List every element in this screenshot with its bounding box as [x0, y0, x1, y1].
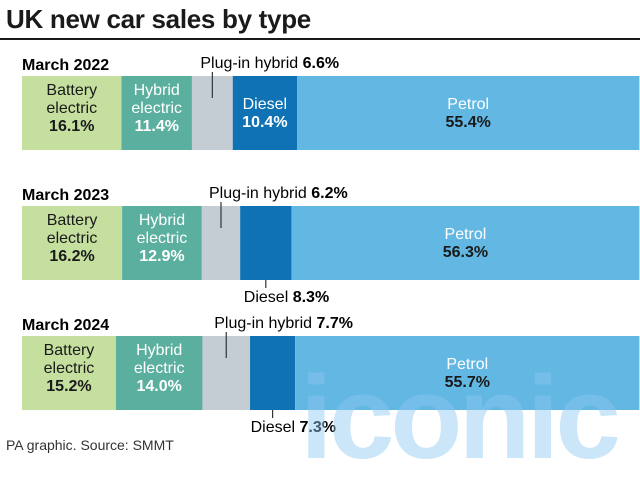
segment-label-petrol-march-2022: Petrol: [447, 96, 489, 113]
segment-label-hybrid-electric-march-2024: electric: [134, 360, 185, 377]
bar-segment-diesel-march-2023: [240, 206, 292, 280]
segment-value-battery-electric-march-2023: 16.2%: [49, 248, 94, 265]
segment-label-hybrid-electric-march-2022: electric: [131, 100, 182, 117]
segment-value-battery-electric-march-2022: 16.1%: [49, 118, 94, 135]
bar-segment-hybrid-electric-march-2023: [122, 206, 202, 280]
bar-segment-diesel-march-2024: [250, 336, 296, 410]
bar-segment-battery-electric-march-2023: [22, 206, 123, 280]
title-rule: [0, 38, 640, 40]
segment-label-petrol-march-2023: Petrol: [445, 226, 487, 243]
source-note: PA graphic. Source: SMMT: [6, 437, 174, 453]
segment-label-hybrid-electric-march-2023: Hybrid: [139, 212, 185, 229]
segment-value-petrol-march-2022: 55.4%: [446, 114, 491, 131]
segment-label-battery-electric-march-2022: electric: [46, 100, 97, 117]
segment-value-hybrid-electric-march-2022: 11.4%: [134, 118, 178, 135]
callout-plug-in-hybrid-march-2022: Plug-in hybrid 6.6%: [200, 55, 339, 72]
callout-plug-in-hybrid-march-2023: Plug-in hybrid 6.2%: [209, 185, 348, 202]
category-label-march-2024: March 2024: [22, 317, 109, 334]
segment-label-battery-electric-march-2023: electric: [47, 230, 98, 247]
bar-segment-petrol-march-2023: [291, 206, 640, 280]
bar-segment-diesel-march-2022: [232, 76, 298, 150]
category-label-march-2022: March 2022: [22, 57, 109, 74]
bar-segment-petrol-march-2022: [297, 76, 640, 150]
callout-diesel-march-2024: Diesel 7.3%: [251, 419, 336, 436]
segment-label-diesel-march-2022: Diesel: [243, 96, 287, 113]
bar-segment-battery-electric-march-2024: [22, 336, 116, 410]
segment-label-battery-electric-march-2022: Battery: [46, 82, 97, 99]
segment-label-petrol-march-2024: Petrol: [446, 356, 488, 373]
callout-plug-in-hybrid-march-2024: Plug-in hybrid 7.7%: [214, 315, 353, 332]
segment-label-battery-electric-march-2023: Battery: [47, 212, 98, 229]
callout-diesel-march-2023: Diesel 8.3%: [244, 289, 329, 306]
segment-value-hybrid-electric-march-2023: 12.9%: [139, 248, 184, 265]
segment-value-hybrid-electric-march-2024: 14.0%: [137, 378, 182, 395]
bar-segment-hybrid-electric-march-2022: [121, 76, 192, 150]
bar-segment-petrol-march-2024: [295, 336, 640, 410]
segment-value-diesel-march-2022: 10.4%: [242, 114, 287, 131]
segment-label-battery-electric-march-2024: Battery: [44, 342, 95, 359]
segment-value-petrol-march-2023: 56.3%: [443, 244, 488, 261]
segment-value-battery-electric-march-2024: 15.2%: [46, 378, 91, 395]
bar-segment-hybrid-electric-march-2024: [115, 336, 203, 410]
segment-label-hybrid-electric-march-2024: Hybrid: [136, 342, 182, 359]
chart-title: UK new car sales by type: [6, 4, 311, 34]
bar-segment-battery-electric-march-2022: [22, 76, 122, 150]
segment-value-petrol-march-2024: 55.7%: [445, 374, 490, 391]
stacked-bar-chart: March 2022Batteryelectric16.1%Hybridelec…: [22, 55, 640, 436]
category-label-march-2023: March 2023: [22, 187, 109, 204]
segment-label-battery-electric-march-2024: electric: [44, 360, 95, 377]
segment-label-hybrid-electric-march-2022: Hybrid: [134, 82, 180, 99]
segment-label-hybrid-electric-march-2023: electric: [137, 230, 188, 247]
